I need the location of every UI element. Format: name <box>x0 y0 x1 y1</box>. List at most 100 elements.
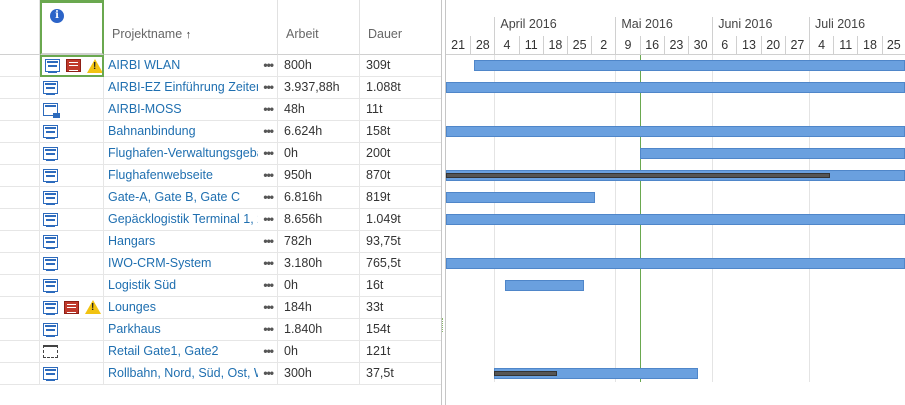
gantt-bar[interactable] <box>446 258 905 269</box>
timeline-month-label: Juni 2016 <box>712 17 809 36</box>
table-row[interactable]: Gate-A, Gate B, Gate C ••• 6.816h 819t <box>0 187 441 209</box>
indicator-cell <box>40 231 104 253</box>
gantt-bar[interactable] <box>446 82 905 93</box>
row-selector[interactable] <box>0 165 40 187</box>
row-selector[interactable] <box>0 253 40 275</box>
row-selector[interactable] <box>0 99 40 121</box>
timeline-week-label: 9 <box>615 36 639 55</box>
project-name-link[interactable]: Hangars <box>108 234 156 248</box>
duration-cell: 870t <box>366 168 391 182</box>
project-name-link[interactable]: Retail Gate1, Gate2 <box>108 344 219 358</box>
work-cell: 1.840h <box>278 319 360 341</box>
project-name-link[interactable]: Rollbahn, Nord, Süd, Ost, West <box>108 366 258 380</box>
row-selector[interactable] <box>0 143 40 165</box>
more-options-icon[interactable]: ••• <box>263 322 274 336</box>
more-options-icon[interactable]: ••• <box>263 278 274 292</box>
table-row[interactable]: Flughafenwebseite ••• 950h 870t <box>0 165 441 187</box>
table-row[interactable]: Retail Gate1, Gate2 ••• 0h 121t <box>0 341 441 363</box>
project-icon <box>43 323 58 337</box>
project-name-link[interactable]: AIRBI-EZ Einführung Zeiterfassung <box>108 80 258 94</box>
more-options-icon[interactable]: ••• <box>263 256 274 270</box>
duration-cell: 1.049t <box>366 212 401 226</box>
timeline-month-label: Juli 2016 <box>809 17 905 36</box>
table-row[interactable]: Gepäcklogistik Terminal 1, 2 ••• 8.656h 1.0… <box>0 209 441 231</box>
project-name-link[interactable]: Gate-A, Gate B, Gate C <box>108 190 241 204</box>
duration-cell: 1.088t <box>366 80 401 94</box>
gantt-bar[interactable] <box>504 280 585 291</box>
more-options-icon[interactable]: ••• <box>263 124 274 138</box>
project-name-link[interactable]: Bahnanbindung <box>108 124 196 138</box>
info-icon: i <box>50 9 64 23</box>
table-row[interactable]: AIRBI-EZ Einführung Zeiterfassung ••• 3.93… <box>0 77 441 99</box>
project-icon <box>43 191 58 205</box>
more-options-icon[interactable]: ••• <box>263 58 274 72</box>
project-name-link[interactable]: AIRBI-MOSS <box>108 102 182 116</box>
project-name-link[interactable]: Flughafenwebseite <box>108 168 213 182</box>
row-selector[interactable] <box>0 297 40 319</box>
gantt-bar[interactable] <box>473 60 905 71</box>
table-row[interactable]: Flughafen-Verwaltungsgebäude ••• 0h 200t <box>0 143 441 165</box>
gantt-bar[interactable] <box>446 214 905 225</box>
indicator-cell <box>40 341 104 363</box>
more-options-icon[interactable]: ••• <box>263 190 274 204</box>
row-selector[interactable] <box>0 55 40 77</box>
indicator-cell <box>40 319 104 341</box>
project-grid: i Projektname ↑ Arbeit Dauer ! AIRBI WLAN… <box>0 0 441 405</box>
column-header-arbeit[interactable]: Arbeit <box>278 0 360 55</box>
project-name-link[interactable]: Parkhaus <box>108 322 161 336</box>
row-gutter-header <box>0 0 40 55</box>
table-row[interactable]: Parkhaus ••• 1.840h 154t <box>0 319 441 341</box>
more-options-icon[interactable]: ••• <box>263 80 274 94</box>
project-name-link[interactable]: IWO-CRM-System <box>108 256 212 270</box>
table-row[interactable]: Bahnanbindung ••• 6.624h 158t <box>0 121 441 143</box>
row-selector[interactable] <box>0 363 40 385</box>
table-row[interactable]: ! AIRBI WLAN ••• 800h 309t <box>0 55 441 77</box>
timeline-week-label: 6 <box>712 36 736 55</box>
row-selector[interactable] <box>0 209 40 231</box>
splitter-grip-icon[interactable] <box>442 318 444 332</box>
indicator-column-header[interactable]: i <box>40 0 104 55</box>
timeline-week-label: 25 <box>567 36 591 55</box>
row-selector[interactable] <box>0 341 40 363</box>
table-row[interactable]: Hangars ••• 782h 93,75t <box>0 231 441 253</box>
table-row[interactable]: Logistik Süd ••• 0h 16t <box>0 275 441 297</box>
project-icon <box>43 169 58 183</box>
project-name-link[interactable]: Logistik Süd <box>108 278 177 292</box>
project-name-link[interactable]: Gepäcklogistik Terminal 1, 2 <box>108 212 258 226</box>
row-selector[interactable] <box>0 187 40 209</box>
more-options-icon[interactable]: ••• <box>263 146 274 160</box>
table-row[interactable]: AIRBI-MOSS ••• 48h 11t <box>0 99 441 121</box>
duration-cell: 154t <box>366 322 391 336</box>
more-options-icon[interactable]: ••• <box>263 300 274 314</box>
table-row[interactable]: IWO-CRM-System ••• 3.180h 765,5t <box>0 253 441 275</box>
more-options-icon[interactable]: ••• <box>263 366 274 380</box>
timeline-week-label: 21 <box>451 38 466 52</box>
gantt-bar[interactable] <box>446 192 595 203</box>
project-name-link[interactable]: AIRBI WLAN <box>108 58 181 72</box>
gantt-bar[interactable] <box>639 148 905 159</box>
column-header-dauer[interactable]: Dauer <box>360 0 441 55</box>
work-cell: 8.656h <box>278 209 360 231</box>
project-name-link[interactable]: Flughafen-Verwaltungsgebäude <box>108 146 258 160</box>
more-options-icon[interactable]: ••• <box>263 344 274 358</box>
table-row[interactable]: Rollbahn, Nord, Süd, Ost, West ••• 300h 37,… <box>0 363 441 385</box>
row-selector[interactable] <box>0 77 40 99</box>
more-options-icon[interactable]: ••• <box>263 102 274 116</box>
pane-splitter[interactable] <box>441 0 446 405</box>
more-options-icon[interactable]: ••• <box>263 234 274 248</box>
row-selector[interactable] <box>0 231 40 253</box>
project-name-link[interactable]: Lounges <box>108 300 156 314</box>
duration-cell: 16t <box>366 278 384 292</box>
row-selector[interactable] <box>0 121 40 143</box>
more-options-icon[interactable]: ••• <box>263 212 274 226</box>
project-name-cell: Gepäcklogistik Terminal 1, 2 ••• <box>104 209 278 231</box>
table-row[interactable]: ! Lounges ••• 184h 33t <box>0 297 441 319</box>
project-icon <box>45 59 60 73</box>
timeline-week-label: 11 <box>518 36 543 55</box>
row-selector[interactable] <box>0 319 40 341</box>
row-selector[interactable] <box>0 275 40 297</box>
column-header-projektname[interactable]: Projektname ↑ <box>104 0 278 55</box>
gantt-bar[interactable] <box>446 126 905 137</box>
more-options-icon[interactable]: ••• <box>263 168 274 182</box>
duration-cell: 158t <box>366 124 391 138</box>
